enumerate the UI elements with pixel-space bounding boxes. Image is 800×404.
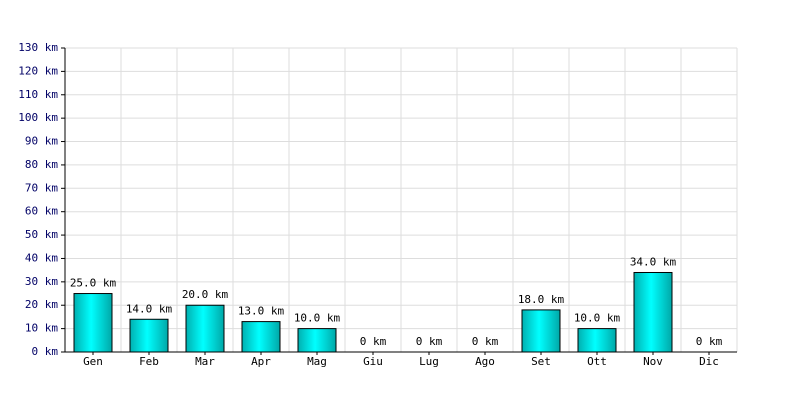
y-tick-label: 100 km (18, 111, 58, 124)
y-tick-label: 80 km (25, 158, 58, 171)
y-tick-label: 70 km (25, 181, 58, 194)
bar (73, 293, 113, 353)
bar (297, 328, 337, 353)
y-tick-label: 60 km (25, 205, 58, 218)
value-label: 20.0 km (182, 288, 229, 301)
x-tick-label: Mar (195, 355, 215, 368)
y-tick-label: 30 km (25, 275, 58, 288)
bar (185, 304, 225, 353)
x-tick-label: Feb (139, 355, 159, 368)
y-tick-label: 20 km (25, 298, 58, 311)
bar (633, 271, 673, 353)
x-tick-label: Lug (419, 355, 439, 368)
x-tick-label: Dic (699, 355, 719, 368)
bar (521, 309, 561, 353)
value-label: 34.0 km (630, 255, 677, 268)
value-label: 14.0 km (126, 302, 173, 315)
value-label: 13.0 km (238, 305, 285, 318)
bar (577, 328, 617, 353)
bar (241, 321, 281, 353)
x-tick-label: Gen (83, 355, 103, 368)
value-label: 25.0 km (70, 277, 117, 290)
y-tick-label: 10 km (25, 322, 58, 335)
y-tick-label: 0 km (32, 345, 59, 358)
x-tick-label: Nov (643, 355, 663, 368)
x-tick-label: Ago (475, 355, 495, 368)
value-label: 0 km (472, 335, 499, 348)
x-tick-label: Set (531, 355, 551, 368)
value-label: 0 km (696, 335, 723, 348)
y-tick-label: 40 km (25, 251, 58, 264)
x-tick-label: Mag (307, 355, 327, 368)
value-label: 10.0 km (574, 312, 621, 325)
y-tick-label: 130 km (18, 41, 58, 54)
y-tick-label: 50 km (25, 228, 58, 241)
bar (129, 318, 169, 353)
y-tick-label: 120 km (18, 64, 58, 77)
x-tick-label: Giu (363, 355, 383, 368)
y-tick-label: 90 km (25, 135, 58, 148)
y-tick-label: 110 km (18, 88, 58, 101)
x-tick-label: Ott (587, 355, 607, 368)
x-tick-label: Apr (251, 355, 271, 368)
value-label: 18.0 km (518, 293, 565, 306)
value-label: 0 km (360, 335, 387, 348)
value-label: 10.0 km (294, 312, 341, 325)
value-label: 0 km (416, 335, 443, 348)
